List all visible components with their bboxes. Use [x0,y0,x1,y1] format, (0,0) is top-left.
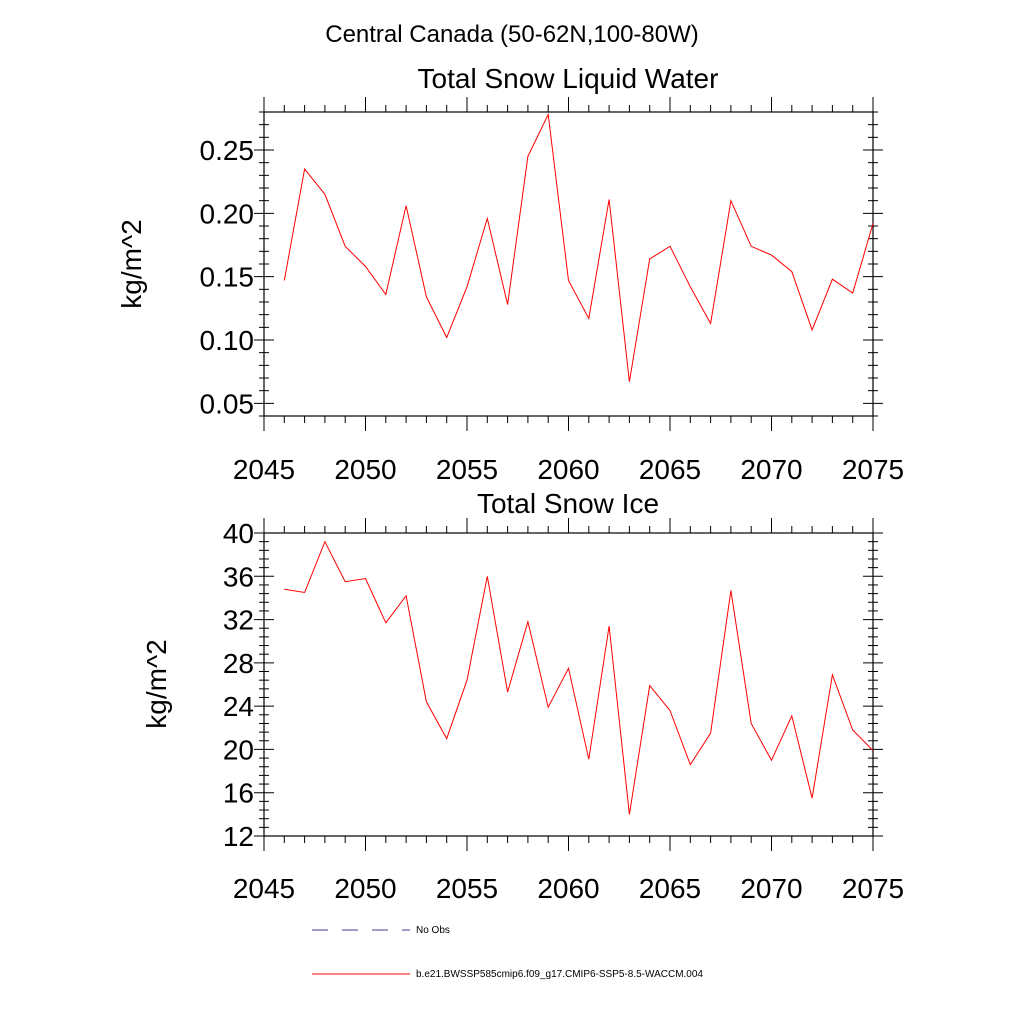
y-axis-label-snow-ice: kg/m^2 [141,639,172,728]
x-tick-label-snow-liquid-water: 2055 [436,454,498,485]
y-tick-label-snow-ice: 32 [223,605,254,636]
x-tick-label-snow-liquid-water: 2050 [334,454,396,485]
x-tick-label-snow-ice: 2075 [842,873,904,904]
y-tick-label-snow-ice: 40 [223,518,254,549]
plot-frame-snow-ice [263,532,874,837]
y-tick-label-snow-ice: 36 [223,561,254,592]
y-tick-label-snow-ice: 20 [223,734,254,765]
panel-snow-liquid-water: Total Snow Liquid Water kg/m^2 2045 2050 2… [116,63,904,485]
series-line-snow-liquid-water [283,112,874,382]
legend-label-no-obs: No Obs [416,925,450,936]
series-line-snow-ice [284,540,874,815]
panel-snow-ice: Total Snow Ice kg/m^2 2045 2050 2055 2060 20… [141,488,904,904]
figure-suptitle: Central Canada (50-62N,100-80W) [325,21,699,48]
x-tick-label-snow-liquid-water: 2060 [537,454,599,485]
x-tick-label-snow-liquid-water: 2075 [842,454,904,485]
y-tick-label-snow-liquid-water: 0.25 [200,135,255,166]
x-tick-label-snow-ice: 2060 [537,873,599,904]
x-tick-label-snow-liquid-water: 2070 [740,454,802,485]
panel-title-snow-liquid-water: Total Snow Liquid Water [418,63,719,94]
y-tick-label-snow-ice: 16 [223,778,254,809]
y-tick-label-snow-ice: 24 [223,691,254,722]
legend-label-model-run: b.e21.BWSSP585cmip6.f09_g17.CMIP6-SSP5-8… [416,969,703,980]
x-tick-label-snow-ice: 2055 [436,873,498,904]
x-tick-label-snow-ice: 2065 [639,873,701,904]
legend: No Obs b.e21.BWSSP585cmip6.f09_g17.CMIP6… [312,925,703,980]
y-tick-label-snow-liquid-water: 0.10 [200,325,255,356]
y-axis-label-snow-liquid-water: kg/m^2 [116,219,147,308]
y-tick-label-snow-liquid-water: 0.05 [200,388,255,419]
x-tick-label-snow-liquid-water: 2065 [639,454,701,485]
y-tick-label-snow-ice: 28 [223,648,254,679]
y-tick-label-snow-liquid-water: 0.15 [200,262,255,293]
x-tick-label-snow-liquid-water: 2045 [233,454,295,485]
panel-title-snow-ice: Total Snow Ice [477,488,659,519]
x-tick-label-snow-ice: 2070 [740,873,802,904]
x-tick-label-snow-ice: 2045 [233,873,295,904]
y-tick-label-snow-liquid-water: 0.20 [200,198,255,229]
plot-frame-snow-liquid-water [263,111,874,417]
y-tick-label-snow-ice: 12 [223,821,254,852]
x-tick-label-snow-ice: 2050 [334,873,396,904]
